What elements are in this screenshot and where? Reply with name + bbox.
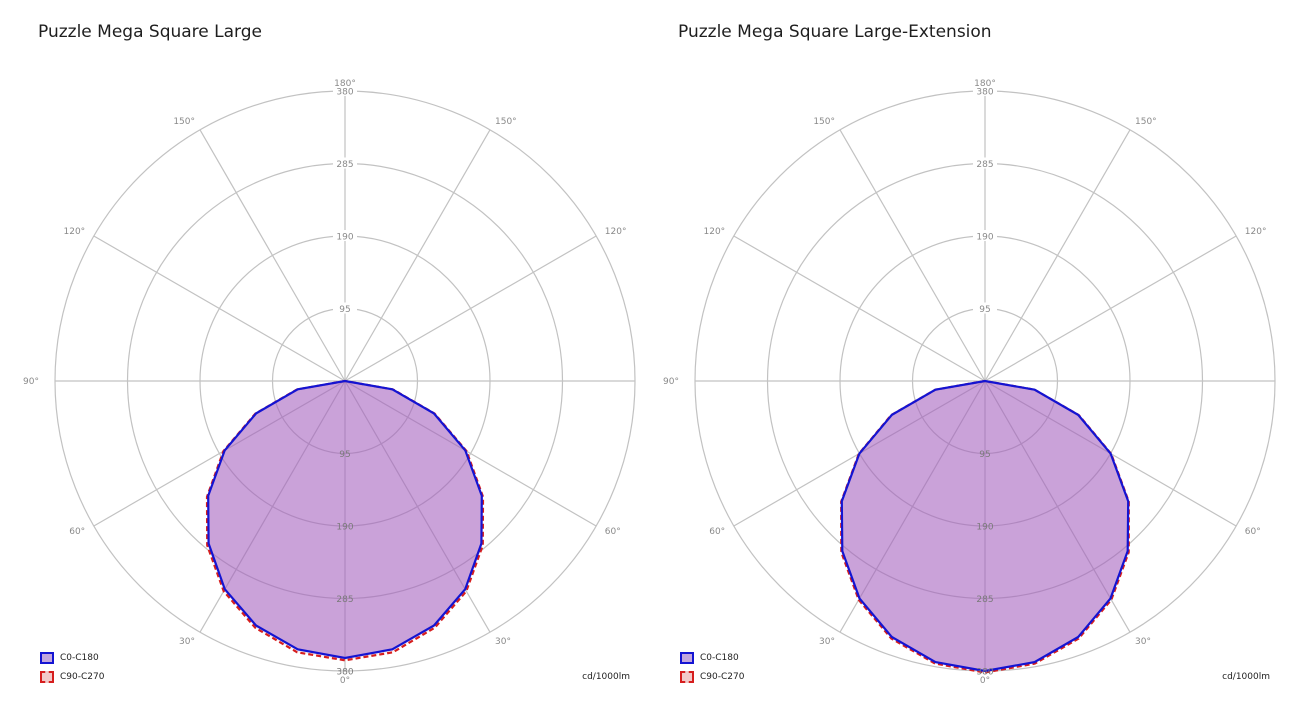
legend-swatch-solid (680, 651, 694, 664)
legend-label: C0-C180 (700, 652, 739, 663)
angle-label: 120° (1245, 227, 1267, 237)
angle-label: 150° (173, 117, 195, 127)
radial-tick-label: 95 (339, 450, 350, 460)
tick-label-bg (333, 85, 357, 96)
radial-tick-label: 285 (976, 595, 993, 605)
legend-label: C0-C180 (60, 652, 99, 663)
legend-item-c0-c180: C0-C180 (680, 648, 744, 667)
unit-label: cd/1000lm (582, 672, 630, 682)
radial-tick-label: 285 (336, 160, 353, 170)
angle-label: 120° (605, 227, 627, 237)
series-c0-c180 (207, 379, 483, 660)
angle-label: 30° (819, 637, 835, 647)
radial-tick-label: 380 (336, 88, 353, 98)
tick-label-bg (973, 302, 997, 314)
radial-tick-label: 285 (336, 595, 353, 605)
tick-label-bg (973, 85, 997, 96)
series-c0-c180 (840, 379, 1130, 673)
unit-label: cd/1000lm (1222, 672, 1270, 682)
angle-label: 60° (1245, 527, 1261, 537)
tick-label-bg (333, 157, 357, 169)
polar-chart-right: Puzzle Mega Square Large-Extension 95 190… (640, 0, 1280, 727)
angle-label: 120° (64, 227, 86, 237)
radial-tick-label: 190 (976, 523, 993, 533)
radial-tick-label: 95 (339, 305, 350, 315)
angle-label: 0° (980, 676, 990, 686)
legend: C0-C180 C90-C270 (40, 648, 104, 686)
chart-title: Puzzle Mega Square Large-Extension (678, 22, 992, 42)
angle-label: 30° (1135, 637, 1151, 647)
radial-tick-label: 95 (979, 305, 990, 315)
legend-item-c90-c270: C90-C270 (680, 667, 744, 686)
angle-label: 60° (605, 527, 621, 537)
angle-label: 150° (813, 117, 835, 127)
angle-label: 60° (709, 527, 725, 537)
radial-tick-label: 285 (976, 160, 993, 170)
angle-label: 30° (179, 637, 195, 647)
angle-label: 120° (704, 227, 726, 237)
chart-title: Puzzle Mega Square Large (38, 22, 262, 42)
legend-label: C90-C270 (60, 671, 105, 682)
tick-label-bg (973, 157, 997, 169)
tick-label-bg (973, 230, 997, 241)
legend-swatch-dashed (40, 670, 54, 683)
angle-label: 180° (334, 79, 356, 89)
angle-label: 150° (1135, 117, 1157, 127)
radial-tick-label: 95 (979, 450, 990, 460)
legend: C0-C180 C90-C270 (680, 648, 744, 686)
radial-tick-label: 190 (336, 523, 353, 533)
radial-tick-label: 190 (976, 233, 993, 243)
legend-swatch-dashed (680, 670, 694, 683)
legend-item-c0-c180: C0-C180 (40, 648, 104, 667)
polar-chart-left: Puzzle Mega Square Large 95 190 285 380 95 19… (0, 0, 640, 727)
radial-tick-label: 380 (976, 88, 993, 98)
radial-tick-label: 380 (336, 668, 353, 678)
angle-label: 60° (69, 527, 85, 537)
radial-tick-label: 380 (976, 668, 993, 678)
tick-label-bg (333, 302, 357, 314)
angle-label: 150° (495, 117, 517, 127)
tick-label-bg (333, 230, 357, 241)
angle-label: 90° (23, 377, 39, 387)
angle-label: 90° (663, 377, 679, 387)
legend-item-c90-c270: C90-C270 (40, 667, 104, 686)
angle-label: 30° (495, 637, 511, 647)
angle-label: 0° (340, 676, 350, 686)
legend-swatch-solid (40, 651, 54, 664)
legend-label: C90-C270 (700, 671, 745, 682)
angle-label: 180° (974, 79, 996, 89)
radial-tick-label: 190 (336, 233, 353, 243)
